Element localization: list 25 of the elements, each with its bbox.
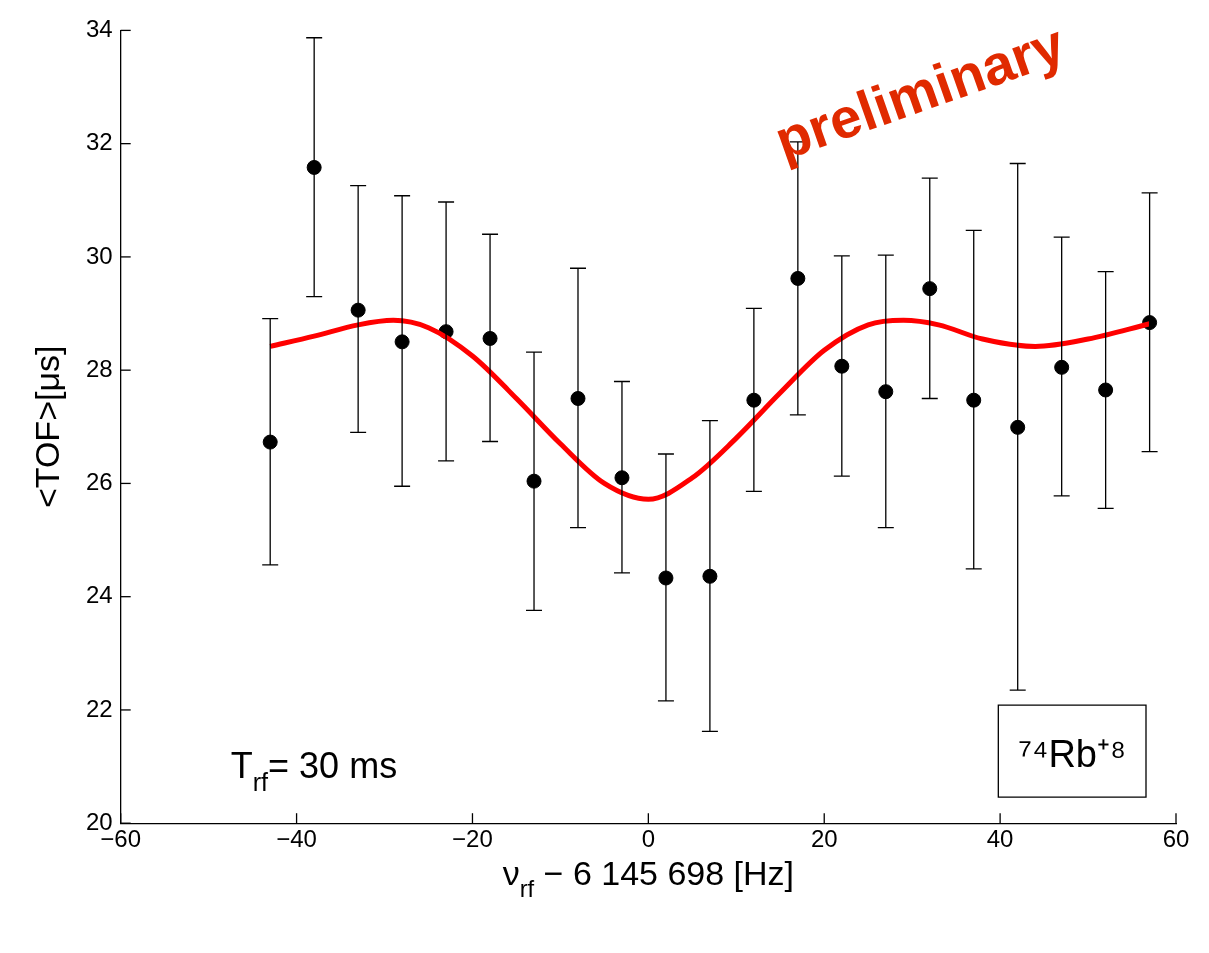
x-tick-label: 20 bbox=[810, 825, 838, 853]
point bbox=[1054, 359, 1070, 375]
point bbox=[922, 281, 938, 297]
point bbox=[878, 384, 894, 400]
y-tick-label: 32 bbox=[85, 128, 113, 156]
point bbox=[790, 270, 806, 286]
y-tick-label: 24 bbox=[85, 581, 113, 609]
x-tick-label: −20 bbox=[452, 825, 493, 853]
point bbox=[1098, 382, 1114, 398]
y-tick-label: 26 bbox=[85, 468, 113, 496]
y-tick-label: 30 bbox=[85, 241, 113, 269]
y-tick-label: 28 bbox=[85, 354, 113, 382]
y-tick-label: 34 bbox=[85, 15, 113, 43]
point bbox=[834, 358, 850, 374]
point bbox=[262, 434, 278, 450]
y-axis-title: <TOF>[μs] bbox=[27, 345, 66, 509]
y-tick-label: 22 bbox=[85, 694, 113, 722]
x-tick-label: −40 bbox=[276, 825, 317, 853]
point bbox=[306, 159, 322, 175]
x-tick-label: 60 bbox=[1162, 825, 1190, 853]
point bbox=[966, 392, 982, 408]
point bbox=[1010, 419, 1026, 435]
annotation: ⁷⁴Rb⁺⁸ bbox=[1018, 733, 1126, 776]
x-tick-label: 0 bbox=[641, 825, 656, 853]
x-tick-label: 40 bbox=[986, 825, 1014, 853]
